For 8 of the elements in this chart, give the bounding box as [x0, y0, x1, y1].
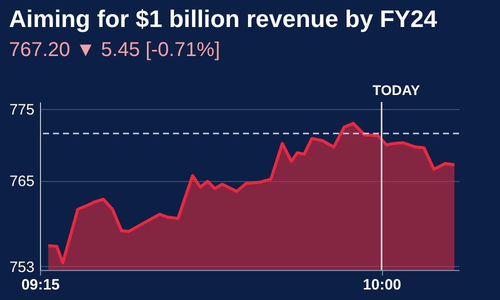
y-tick-label: 775 — [9, 102, 34, 119]
x-tick-label: 09:15 — [21, 276, 60, 294]
text: TODAY — [372, 82, 421, 98]
x-tick-label: 10:00 — [362, 276, 402, 294]
y-tick-label: 753 — [9, 258, 34, 276]
y-tick-label: 765 — [9, 173, 34, 190]
chart-title: Aiming for $1 billion revenue by FY24 — [8, 6, 438, 33]
chart-subtitle: 767.20 ▼ 5.45 [-0.71%] — [8, 39, 220, 61]
